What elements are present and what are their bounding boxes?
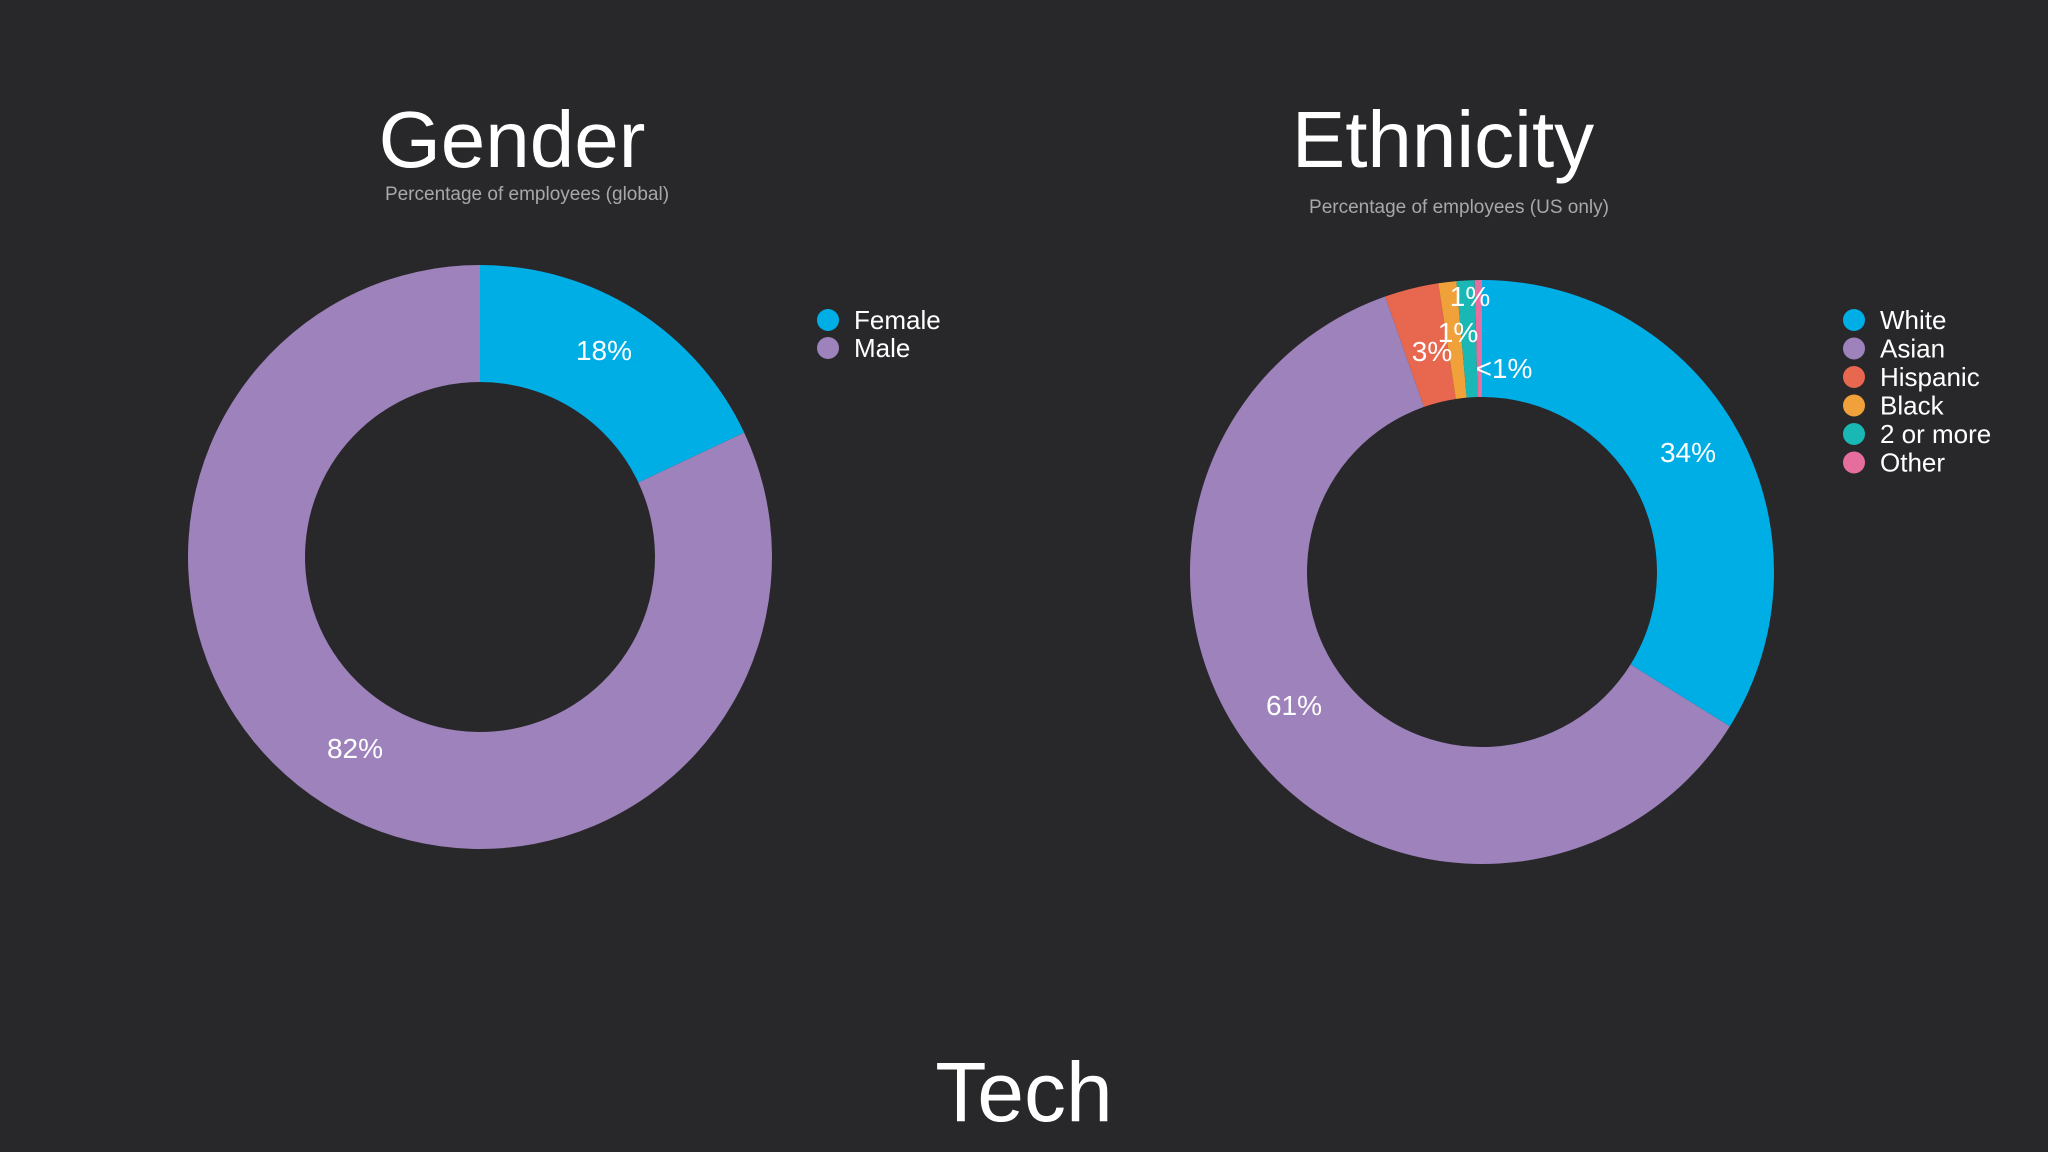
data-label-other: <1%	[1476, 353, 1533, 384]
ethnicity-data-labels: 34%61%3%1%1%<1%	[1266, 281, 1716, 721]
gender-chart-subtitle: Percentage of employees (global)	[385, 184, 669, 205]
legend-label-female: Female	[854, 305, 941, 335]
data-label-2-or-more: 1%	[1450, 281, 1490, 312]
legend-label-white: White	[1880, 305, 1946, 335]
footer-title: Tech	[935, 1045, 1113, 1139]
legend-marker-female	[817, 309, 839, 331]
legend-label-2-or-more: 2 or more	[1880, 419, 1991, 449]
legend-label-asian: Asian	[1880, 334, 1945, 364]
slice-white	[1482, 280, 1774, 727]
legend-marker-white	[1843, 309, 1865, 331]
legend-marker-black	[1843, 394, 1865, 417]
legend-marker-asian	[1843, 337, 1865, 360]
slice-black	[1438, 281, 1467, 399]
gender-chart-title: Gender	[379, 95, 646, 184]
legend-marker-hispanic	[1843, 366, 1865, 388]
slice-asian	[1189, 296, 1730, 865]
gender-data-labels: 18% 82%	[327, 335, 632, 764]
legend-marker-other	[1843, 451, 1865, 474]
data-label-black: 1%	[1438, 317, 1478, 348]
data-label-hispanic: 3%	[1412, 336, 1452, 367]
ethnicity-chart: Ethnicity Percentage of employees (US on…	[1189, 95, 1991, 865]
ethnicity-slices	[1189, 280, 1774, 865]
legend-label-other: Other	[1880, 448, 1945, 478]
gender-chart: Gender Percentage of employees (global) …	[187, 95, 941, 850]
slice-female	[480, 265, 745, 483]
slice-2-or-more	[1456, 280, 1478, 398]
legend-marker-2-or-more	[1843, 423, 1865, 445]
slice-other	[1474, 280, 1482, 398]
legend-marker-male	[817, 337, 839, 359]
slice-hispanic	[1385, 283, 1456, 407]
data-label-female: 18%	[576, 335, 632, 366]
data-label-white: 34%	[1660, 437, 1716, 468]
ethnicity-chart-title: Ethnicity	[1292, 95, 1594, 184]
legend-label-hispanic: Hispanic	[1880, 362, 1980, 392]
ethnicity-chart-subtitle: Percentage of employees (US only)	[1309, 197, 1609, 218]
legend-label-male: Male	[854, 333, 910, 363]
slice-male	[187, 265, 772, 850]
data-label-male: 82%	[327, 733, 383, 764]
legend-label-black: Black	[1880, 391, 1945, 421]
gender-slices	[187, 265, 772, 850]
data-label-asian: 61%	[1266, 690, 1322, 721]
